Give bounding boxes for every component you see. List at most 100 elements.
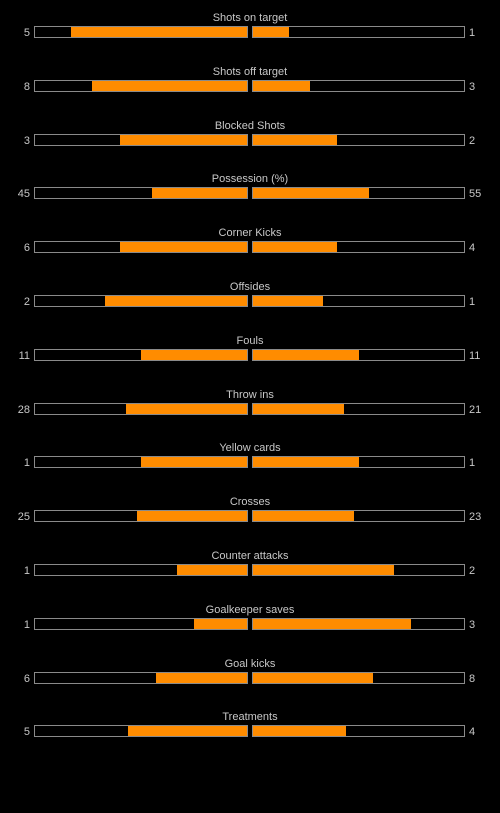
stat-label: Blocked Shots (214, 119, 286, 132)
home-bar-fill (141, 457, 247, 468)
away-value: 55 (469, 188, 482, 201)
home-bar-fill (141, 349, 247, 360)
away-bar-fill (253, 457, 359, 468)
away-bar-fill (253, 726, 346, 737)
stat-row: Blocked Shots 3 2 (0, 119, 500, 173)
away-bar (252, 456, 465, 469)
stat-label: Treatments (222, 711, 278, 724)
away-bar (252, 294, 465, 307)
home-bar (34, 402, 248, 415)
stat-row: Shots on target 5 1 (0, 11, 500, 65)
away-bar-fill (253, 27, 289, 37)
home-bar-fill (128, 726, 247, 737)
stat-row: Offsides 2 1 (0, 280, 500, 334)
stat-label: Offsides (229, 280, 271, 293)
away-bar (252, 510, 465, 523)
home-value: 6 (23, 242, 30, 255)
home-bar-fill (71, 27, 247, 37)
away-bar (252, 725, 465, 738)
stat-label: Goal kicks (224, 657, 276, 670)
home-value: 2 (23, 295, 30, 308)
match-stats-panel: Shots on target 5 1 Shots off target 8 3 Block… (0, 11, 500, 764)
away-bar (252, 187, 465, 200)
away-bar (252, 348, 465, 361)
away-bar-fill (253, 511, 355, 522)
stat-label: Counter attacks (211, 549, 289, 562)
home-bar (34, 725, 248, 738)
away-value: 2 (469, 134, 476, 147)
stat-row: Throw ins 28 21 (0, 388, 500, 442)
away-value: 4 (469, 242, 476, 255)
away-bar (252, 79, 465, 92)
home-bar (34, 510, 248, 523)
home-bar-fill (177, 564, 247, 575)
home-value: 25 (17, 511, 30, 524)
stat-row: Counter attacks 1 2 (0, 549, 500, 603)
away-bar (252, 563, 465, 576)
away-bar-fill (253, 618, 412, 629)
home-value: 3 (23, 134, 30, 147)
away-value: 11 (469, 349, 481, 362)
home-bar (34, 294, 248, 307)
away-bar (252, 671, 465, 684)
stat-row: Corner Kicks 6 4 (0, 226, 500, 280)
stat-label: Fouls (236, 334, 264, 347)
away-bar-fill (253, 403, 344, 414)
home-bar (34, 79, 248, 92)
away-bar-fill (253, 80, 310, 91)
home-value: 8 (23, 80, 30, 93)
home-bar-fill (136, 511, 247, 522)
away-bar-fill (253, 672, 374, 683)
home-bar (34, 241, 248, 254)
stat-row: Yellow cards 1 1 (0, 441, 500, 495)
away-value: 1 (469, 457, 476, 470)
home-bar-fill (92, 80, 247, 91)
home-value: 6 (23, 672, 30, 685)
away-bar (252, 402, 465, 415)
home-value: 11 (18, 349, 30, 362)
home-bar-fill (151, 188, 247, 199)
stat-row: Fouls 11 11 (0, 334, 500, 388)
home-value: 1 (23, 564, 30, 577)
home-bar-fill (126, 403, 247, 414)
away-value: 23 (469, 511, 482, 524)
away-bar (252, 241, 465, 254)
home-bar-fill (104, 295, 247, 306)
away-value: 4 (469, 726, 476, 739)
away-bar (252, 26, 465, 38)
home-bar-fill (119, 134, 247, 145)
home-bar (34, 26, 248, 38)
stat-label: Possession (%) (211, 173, 289, 186)
home-value: 1 (23, 618, 30, 631)
away-bar-fill (253, 564, 395, 575)
stat-label: Yellow cards (219, 442, 281, 455)
home-bar (34, 187, 248, 200)
home-bar-fill (155, 672, 247, 683)
away-value: 3 (469, 618, 476, 631)
home-bar (34, 348, 248, 361)
home-value: 1 (23, 457, 30, 470)
away-value: 3 (469, 80, 476, 93)
away-value: 21 (469, 403, 482, 416)
stat-label: Shots on target (212, 12, 288, 24)
home-value: 5 (23, 27, 30, 39)
home-bar (34, 563, 248, 576)
away-bar-fill (253, 242, 338, 253)
home-value: 45 (17, 188, 30, 201)
home-bar-fill (194, 618, 247, 629)
home-value: 28 (17, 403, 30, 416)
home-bar (34, 133, 248, 146)
away-bar-fill (253, 349, 359, 360)
away-value: 1 (469, 295, 476, 308)
stat-label: Crosses (229, 496, 271, 509)
stat-label: Goalkeeper saves (205, 603, 295, 616)
stat-row: Shots off target 8 3 (0, 65, 500, 119)
stat-row: Goal kicks 6 8 (0, 657, 500, 711)
away-value: 1 (469, 27, 476, 39)
stat-row: Possession (%) 45 55 (0, 172, 500, 226)
home-bar (34, 671, 248, 684)
away-value: 8 (469, 672, 476, 685)
away-bar (252, 133, 465, 146)
away-value: 2 (469, 564, 476, 577)
stat-row: Goalkeeper saves 1 3 (0, 603, 500, 657)
